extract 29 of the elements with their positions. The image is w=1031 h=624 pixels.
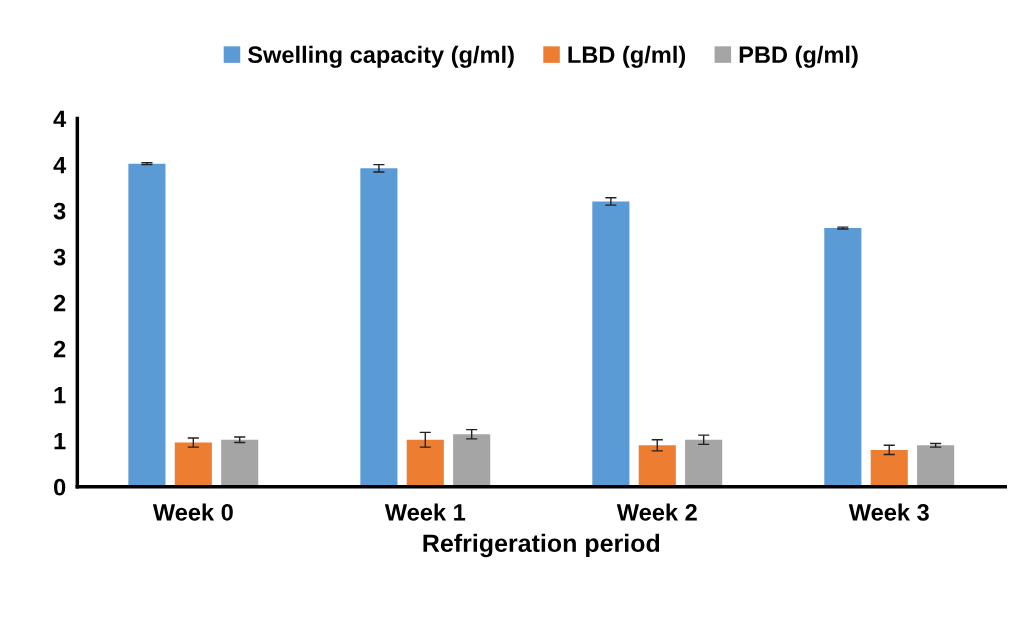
x-tick-label: Week 1 bbox=[384, 503, 466, 521]
y-tick-label: 3 bbox=[53, 202, 66, 220]
legend-label: Swelling capacity (g/ml) bbox=[247, 45, 514, 68]
y-tick-label: 4 bbox=[53, 110, 67, 128]
y-tick-label: 4 bbox=[53, 156, 67, 174]
y-tick-label: 3 bbox=[53, 248, 66, 266]
bar bbox=[406, 439, 444, 487]
legend-label: LBD (g/ml) bbox=[568, 45, 686, 68]
bar bbox=[638, 445, 676, 487]
bar bbox=[917, 445, 955, 487]
y-tick-label: 0 bbox=[54, 478, 66, 496]
y-tick-label: 2 bbox=[53, 340, 66, 358]
bar bbox=[360, 168, 398, 487]
x-tick-label: Week 3 bbox=[848, 503, 929, 521]
bar bbox=[128, 163, 166, 487]
bar bbox=[685, 439, 723, 487]
bar bbox=[453, 434, 491, 487]
y-tick-label: 1 bbox=[54, 386, 66, 404]
x-tick-label: Week 2 bbox=[616, 503, 697, 521]
bar bbox=[870, 449, 908, 487]
x-axis-title: Refrigeration period bbox=[423, 533, 660, 558]
bar bbox=[592, 201, 630, 487]
y-tick-label: 1 bbox=[54, 433, 66, 450]
x-tick-label: Week 0 bbox=[152, 503, 233, 521]
bar bbox=[174, 442, 212, 487]
legend-label: PBD (g/ml) bbox=[739, 45, 858, 68]
bar bbox=[824, 228, 862, 487]
bar bbox=[221, 439, 259, 487]
y-tick-label: 2 bbox=[53, 294, 66, 312]
